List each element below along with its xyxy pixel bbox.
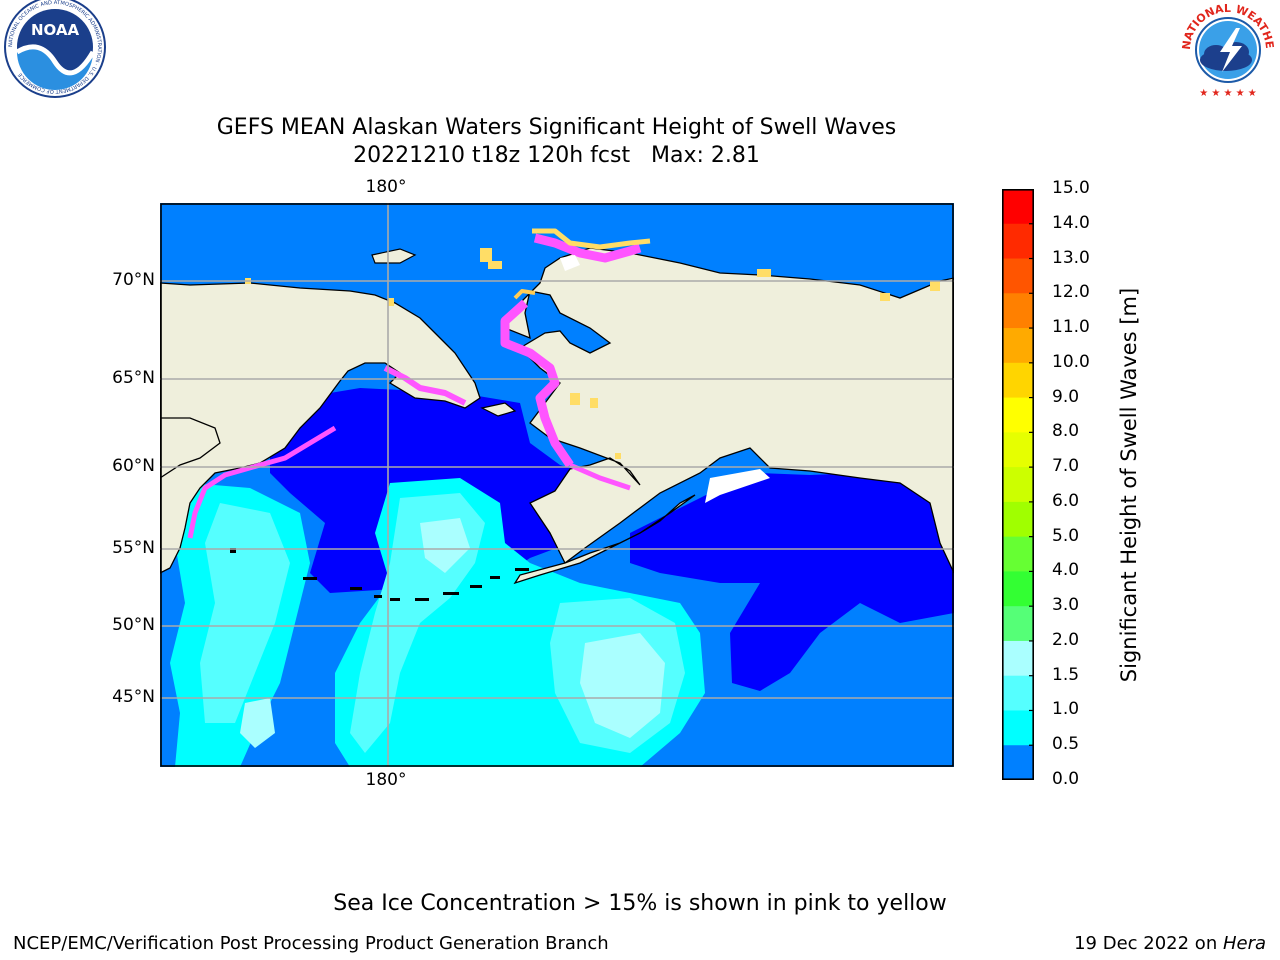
land-st-lawrence-island [480, 402, 517, 417]
map-title-line2: 20221210 t18z 120h fcst Max: 2.81 [353, 143, 760, 168]
graticule [160, 203, 954, 767]
land-alaska-peninsula [513, 494, 696, 585]
colorbar-segment [1002, 536, 1034, 572]
colorbar-segment [1002, 675, 1034, 711]
land-wrangel-island [371, 248, 417, 264]
colorbar-tick-label: 6.0 [1052, 490, 1080, 511]
aleutian-islands [230, 548, 529, 601]
colorbar-segment [1002, 223, 1034, 260]
colorbar-segment [1002, 293, 1034, 329]
colorbar-tick-label: 1.5 [1052, 664, 1080, 685]
map-title-line1: GEFS MEAN Alaskan Waters Significant Hei… [216, 115, 897, 140]
sea-ice-pink-chukchi [533, 233, 642, 263]
colorbar-tick-label: 1.0 [1052, 699, 1080, 720]
footer-credit: NCEP/EMC/Verification Post Processing Pr… [13, 933, 609, 954]
svg-text:★ ★ ★ ★ ★: ★ ★ ★ ★ ★ [1199, 88, 1257, 99]
sea-ice-pink-siberia [383, 365, 467, 406]
colorbar-tick-label: 3.0 [1052, 595, 1080, 616]
lat-label-45n: 45°N [112, 687, 155, 707]
colorbar-segment [1002, 189, 1034, 225]
colorbar-segment [1002, 571, 1034, 607]
colorbar-segment [1002, 606, 1034, 642]
swell-band-20-30-central [420, 518, 470, 573]
colorbar-tick-label: 8.0 [1052, 421, 1080, 442]
colorbar-tick-label: 4.0 [1052, 560, 1080, 581]
map-title: GEFS MEAN Alaskan Waters Significant Hei… [0, 114, 1113, 170]
sea-ice-pink-bering-strait [500, 299, 574, 468]
lat-label-55n: 55°N [112, 538, 155, 558]
colorbar-tick-label: 5.0 [1052, 525, 1080, 546]
colorbar-border [1002, 189, 1034, 781]
sea-ice-yellow-chukchi [532, 228, 651, 250]
sea-ice-note: Sea Ice Concentration > 15% is shown in … [333, 891, 947, 916]
colorbar-tick-label: 0.5 [1052, 734, 1080, 755]
colorbar-segment [1002, 745, 1034, 781]
colorbar [1002, 188, 1034, 781]
sea-ice-yellow-bering-strait [513, 289, 536, 300]
colorbar-tick-label: 11.0 [1052, 317, 1090, 338]
colorbar-segment [1002, 710, 1034, 746]
footer-date: 19 Dec 2022 on Hera [1074, 933, 1266, 954]
colorbar-tick-label: 10.0 [1052, 351, 1090, 372]
noaa-logo-text: NOAA [31, 21, 80, 39]
swell-band-20-30-east [580, 633, 665, 738]
white-patch-arctic [560, 255, 580, 271]
white-patch-cook-inlet [705, 469, 770, 503]
footer-date-text: 19 Dec 2022 on [1074, 933, 1223, 954]
colorbar-tick-label: 15.0 [1052, 178, 1090, 198]
map-panel [159, 203, 955, 767]
colorbar-title: Significant Height of Swell Waves [m] [1117, 287, 1141, 683]
lat-label-50n: 50°N [112, 615, 155, 635]
national-weather-service-logo: NATIONAL WEATHER SERVICE ★ ★ ★ ★ ★ [1172, 0, 1280, 104]
sea-ice-pink-west [187, 425, 337, 539]
colorbar-segment [1002, 467, 1034, 503]
colorbar-tick-label: 0.0 [1052, 769, 1080, 789]
land-alaska [504, 247, 955, 574]
colorbar-tick-label: 12.0 [1052, 282, 1090, 303]
swell-band-20-30-west [240, 698, 275, 748]
colorbar-tick-label: 9.0 [1052, 386, 1080, 407]
colorbar-segment [1002, 328, 1034, 364]
colorbar-segment [1002, 640, 1034, 677]
land-kamchatka [159, 417, 221, 480]
lon-label-bottom: 180° [365, 770, 407, 790]
lon-label-top: 180° [365, 177, 407, 197]
colorbar-tick-label: 2.0 [1052, 629, 1080, 650]
colorbar-segment [1002, 362, 1034, 399]
swell-band-15-20-west [200, 503, 290, 723]
colorbar-tick-label: 13.0 [1052, 247, 1090, 268]
colorbar-segment [1002, 397, 1034, 433]
lat-label-70n: 70°N [112, 270, 155, 290]
colorbar-tick-label: 7.0 [1052, 456, 1080, 477]
noaa-logo: NOAA NATIONAL OCEANIC AND ATMOSPHERIC AD… [0, 0, 110, 104]
colorbar-tick-label: 14.0 [1052, 212, 1090, 233]
colorbar-segment [1002, 258, 1034, 294]
colorbar-segment [1002, 501, 1034, 538]
map-canvas [159, 203, 955, 767]
colorbar-segment [1002, 432, 1034, 468]
swell-band-0-05-gulf [630, 473, 954, 691]
sea-ice-pink-norton [569, 462, 631, 491]
lat-label-65n: 65°N [112, 368, 155, 388]
lat-label-60n: 60°N [112, 456, 155, 476]
footer-machine: Hera [1222, 933, 1266, 954]
